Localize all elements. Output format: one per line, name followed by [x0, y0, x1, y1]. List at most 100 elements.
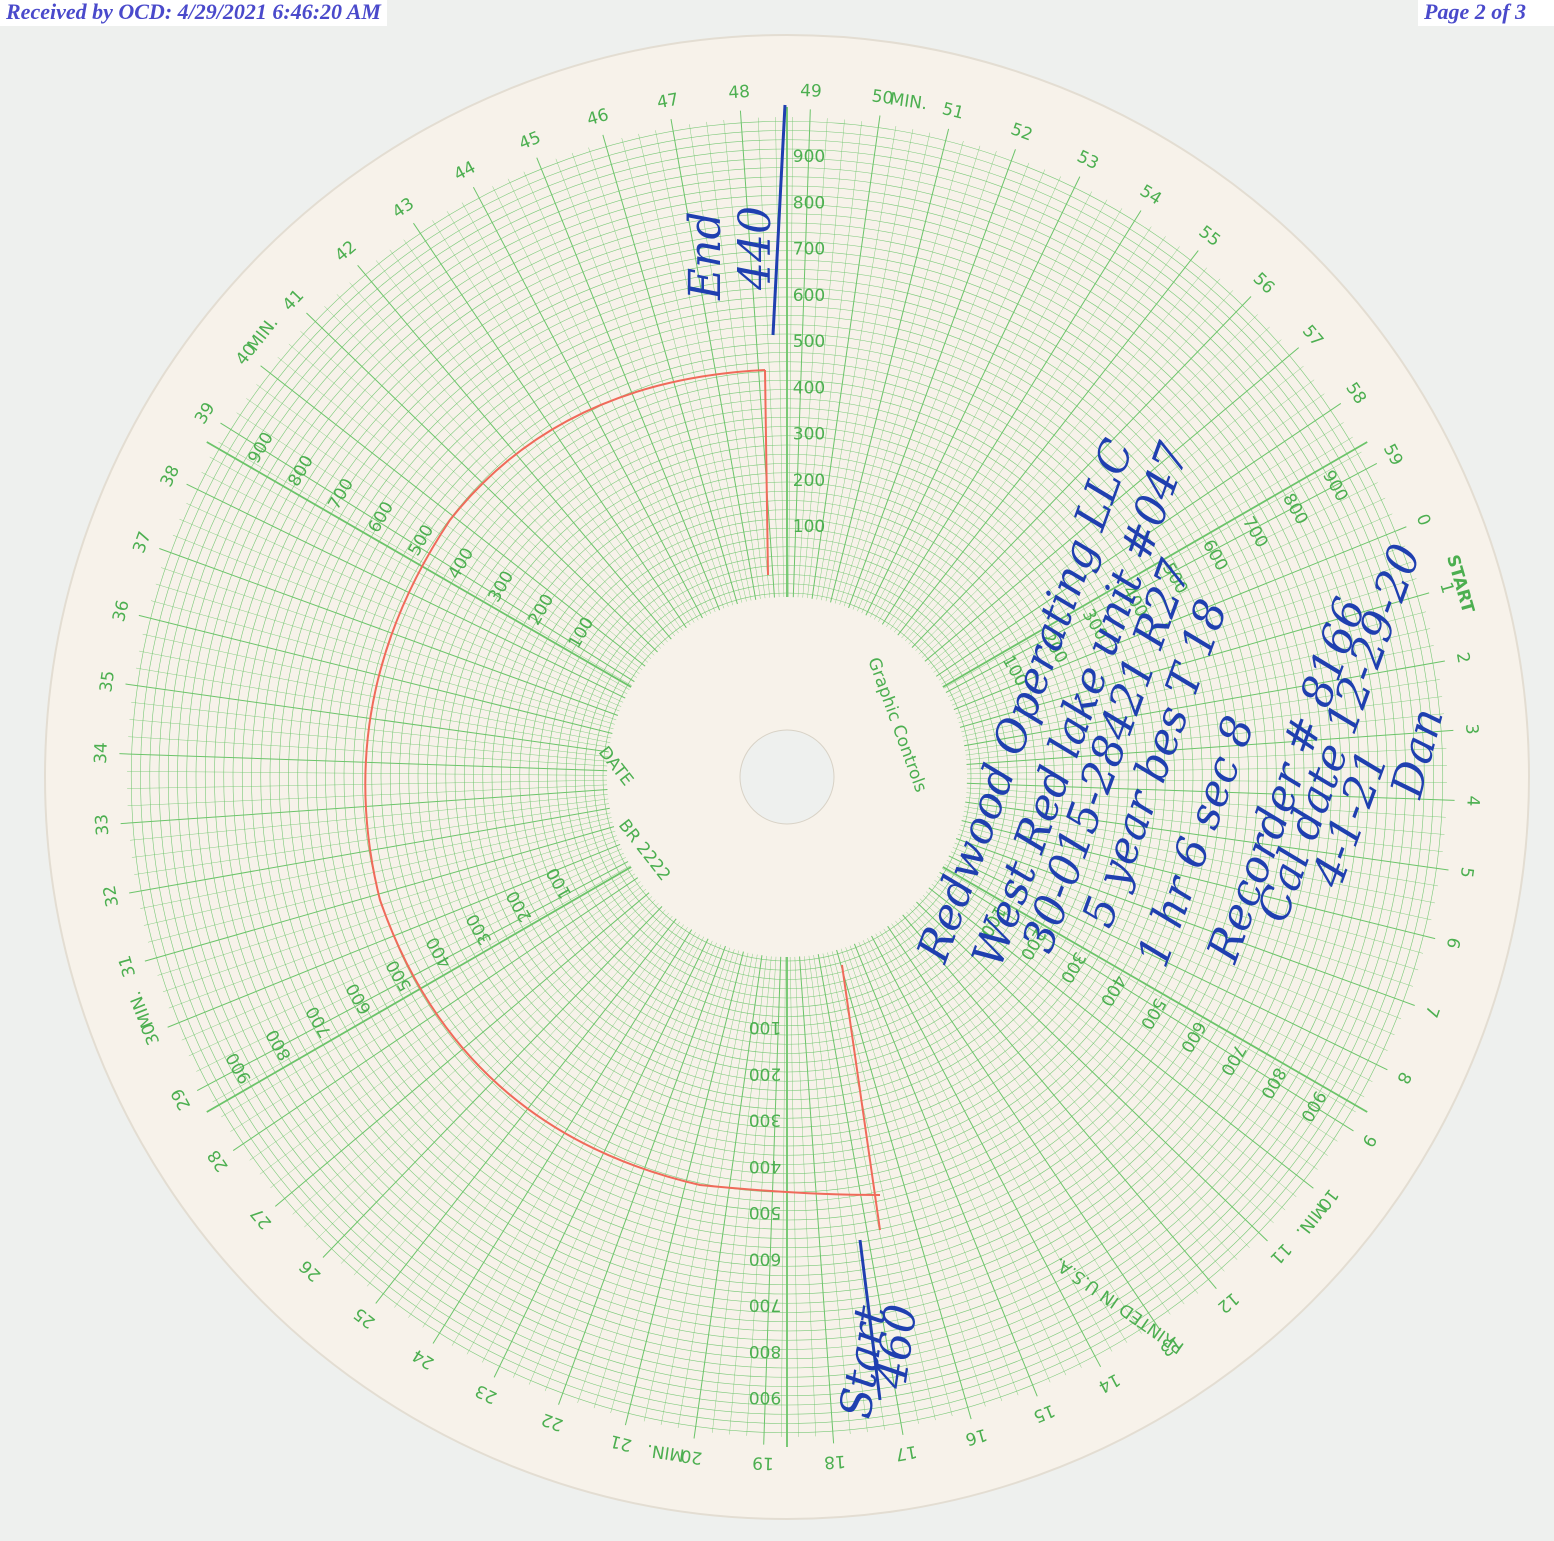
- minute-line: [909, 908, 1238, 1260]
- minute-line: [834, 140, 964, 604]
- minute-line: [896, 729, 1454, 770]
- minute-line: [857, 860, 1217, 1290]
- pressure-label: 800: [749, 1341, 781, 1361]
- minute-line: [925, 891, 1297, 1197]
- minute-line: [931, 883, 1318, 1170]
- minute-line: [858, 941, 1051, 1383]
- pressure-label: 600: [793, 286, 825, 306]
- pressure-label: 600: [749, 1248, 781, 1268]
- pressure-label: 900: [749, 1387, 781, 1407]
- minute-line: [885, 824, 1388, 1071]
- minute-line: [593, 949, 735, 1409]
- minute-line: [588, 147, 734, 606]
- minute-line: [288, 343, 652, 660]
- minute-line: [212, 865, 631, 1103]
- minute-line: [555, 158, 725, 609]
- minute-line: [127, 771, 608, 776]
- minute-line: [544, 944, 722, 1392]
- minute-line: [965, 696, 1443, 756]
- minute-line: [221, 869, 633, 1118]
- minute-line: [157, 830, 616, 976]
- minute-line: [413, 222, 726, 687]
- minute-line: [874, 199, 1108, 620]
- pressure-arm: [206, 441, 693, 723]
- minute-label: 3: [1461, 723, 1482, 735]
- minute-line: [955, 545, 1406, 715]
- minute-label: 19: [752, 1452, 774, 1473]
- minute-line: [775, 117, 785, 598]
- minute-line: [643, 952, 749, 1422]
- minute-line: [845, 947, 1003, 1402]
- minute-line: [867, 937, 1082, 1368]
- minute-line: [951, 513, 1393, 706]
- minute-line: [140, 812, 611, 909]
- minute-label: 4: [1462, 795, 1482, 807]
- minute-line: [277, 357, 649, 663]
- minute-line: [162, 835, 617, 993]
- minute-line: [890, 814, 1415, 1006]
- minute-label: 2: [1452, 651, 1474, 665]
- minute-line: [913, 905, 1250, 1248]
- minute-line: [677, 954, 758, 1428]
- minute-line: [689, 124, 761, 600]
- minute-line: [873, 844, 1314, 1189]
- minute-line: [824, 149, 1016, 674]
- minute-line: [357, 264, 717, 694]
- minute-line: [893, 246, 1180, 633]
- minute-line: [246, 398, 640, 674]
- minute-line: [879, 931, 1128, 1343]
- minute-line: [954, 842, 1402, 1020]
- minute-line: [893, 803, 1436, 940]
- minute-line: [898, 917, 1199, 1294]
- minute-line: [306, 312, 709, 701]
- minute-line: [167, 817, 686, 1028]
- minute-label: 34: [91, 742, 112, 764]
- minute-line: [822, 953, 919, 1424]
- minute-line: [375, 260, 676, 637]
- pressure-arm: [206, 831, 693, 1113]
- minute-line: [895, 920, 1185, 1305]
- minute-line: [127, 784, 608, 806]
- minute-label: 20: [679, 1445, 703, 1468]
- minute-line: [220, 422, 694, 720]
- minute-line: [966, 713, 1444, 760]
- minute-line: [880, 834, 1354, 1132]
- minute-line: [961, 611, 1427, 733]
- minute-line: [432, 870, 730, 1344]
- minute-line: [950, 851, 1388, 1051]
- minute-line: [934, 880, 1328, 1156]
- minute-line: [763, 886, 784, 1445]
- minute-line: [304, 899, 656, 1228]
- minute-line: [840, 948, 986, 1407]
- minute-line: [482, 936, 705, 1363]
- minute-line: [838, 873, 1102, 1368]
- minute-label: 48: [728, 82, 751, 103]
- minute-line: [528, 942, 717, 1385]
- minute-line: [230, 873, 636, 1132]
- minute-line: [950, 497, 1386, 702]
- minute-line: [952, 847, 1395, 1036]
- minute-line: [839, 145, 981, 605]
- minute-label: 33: [92, 813, 113, 836]
- minute-line: [120, 784, 678, 825]
- minute-label: 1: [1435, 580, 1457, 596]
- minute-line: [964, 679, 1440, 751]
- minute-line: [781, 956, 786, 1437]
- minute-line: [869, 191, 1092, 618]
- minute-line: [181, 848, 623, 1041]
- minute-line: [729, 956, 772, 1435]
- red-pen-trace: [364, 369, 881, 1196]
- minute-line: [966, 787, 1446, 818]
- pressure-label: 300: [749, 1110, 781, 1130]
- minute-line: [472, 186, 736, 681]
- minute-line: [797, 118, 828, 598]
- minute-line: [270, 888, 647, 1189]
- minute-line: [802, 119, 845, 598]
- minute-label: 49: [800, 81, 822, 102]
- minute-line: [843, 151, 997, 607]
- minute-line: [119, 753, 678, 774]
- minute-line: [340, 909, 666, 1264]
- minute-line: [827, 952, 936, 1421]
